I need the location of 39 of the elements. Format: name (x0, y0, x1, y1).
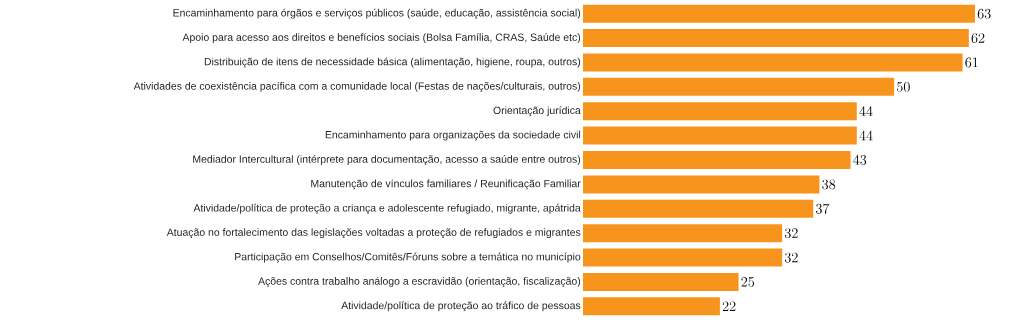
y-tick-label: Manutenção de vínculos familiares / Reunificação Familiar (311, 179, 581, 190)
y-tick-label: Ações contra trabalho análogo a escravidão (orientação, fiscalização) (258, 276, 581, 287)
bar (583, 126, 857, 145)
y-tick-label: Encaminhamento para órgãos e serviços públicos (saúde, educação, assistência social) (173, 8, 581, 19)
bar (583, 224, 783, 243)
data-label: 61 (965, 57, 978, 68)
bar (583, 29, 969, 48)
y-tick-label: Participação em Conselhos/Comitês/Fóruns sobre a temática no município (235, 252, 581, 263)
data-label: 43 (853, 154, 867, 165)
bar (583, 53, 963, 72)
bar (583, 151, 851, 169)
bar (583, 4, 976, 23)
data-label: 44 (859, 130, 873, 141)
data-label: 38 (822, 179, 836, 190)
y-tick-label: Distribuição de itens de necessidade básica (alimentação, higiene, roupa, outros) (204, 57, 581, 68)
y-tick-label: Encaminhamento para organizações da sociedade civil (325, 130, 581, 141)
data-label: 22 (722, 301, 736, 311)
y-tick-label: Apoio para acesso aos direitos e benefícios sociais (Bolsa Família, CRAS, Saúde etc) (182, 33, 581, 44)
bar (583, 248, 783, 267)
data-label: 63 (977, 8, 991, 19)
y-tick-label: Atividades de coexistência pacífica com a comunidade local (Festas de nações/culturais, outros) (133, 81, 581, 92)
bar (583, 297, 720, 316)
bar (583, 77, 895, 96)
data-label: 32 (784, 252, 798, 263)
y-tick-label: Orientação jurídica (493, 106, 581, 117)
y-tick-label: Atividade/política de proteção a criança e adolescente refugiado, migrante, apátrida (193, 203, 581, 214)
y-tick-label: Atividade/política de proteção ao tráfico de pessoas (341, 301, 581, 312)
bar (583, 272, 739, 291)
y-tick-label: Atuação no fortalecimento das legislações voltadas a proteção de refugiados e migrantes (166, 228, 581, 239)
bar (583, 175, 820, 194)
data-label: 44 (859, 106, 873, 116)
data-label: 37 (816, 203, 830, 214)
data-label: 62 (971, 33, 985, 43)
data-label: 25 (741, 277, 755, 287)
data-label: 32 (784, 228, 798, 239)
data-label: 50 (897, 81, 910, 92)
bar (583, 102, 857, 121)
bar (583, 199, 814, 218)
y-tick-label: Mediador Intercultural (intérprete para documentação, acesso a saúde entre outros) (193, 155, 581, 165)
